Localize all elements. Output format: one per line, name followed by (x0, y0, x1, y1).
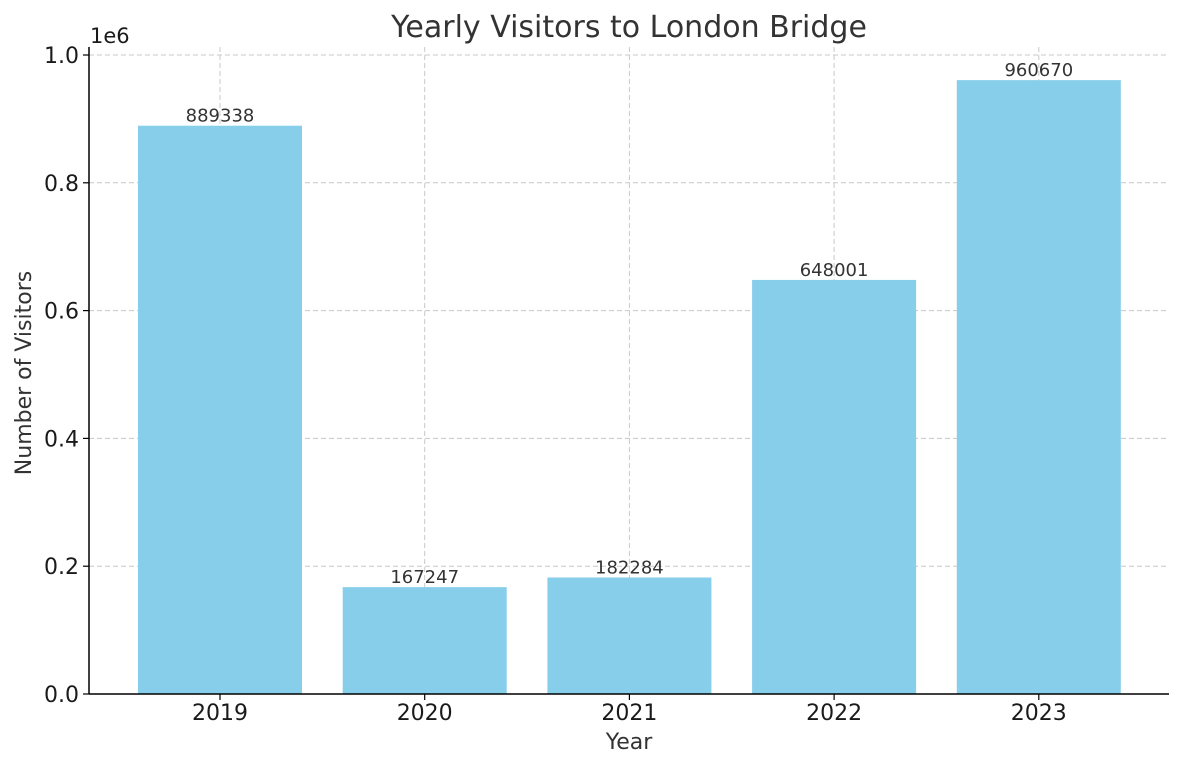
y-tick-label: 0.6 (44, 300, 79, 325)
bar-2021 (547, 577, 712, 694)
y-tick-label: 0.8 (44, 172, 79, 197)
y-axis-offset-label: 1e6 (90, 24, 130, 48)
chart-title: Yearly Visitors to London Bridge (390, 10, 867, 45)
data-labels-group: 889338 167247 182284 648001 960670 (186, 60, 1074, 588)
bar-2023 (956, 80, 1121, 695)
x-tick-label: 2022 (806, 701, 862, 726)
bar-2019 (138, 125, 302, 695)
y-tick-label: 0.2 (44, 555, 79, 580)
data-label-2019: 889338 (186, 106, 255, 127)
y-tick-label: 1.0 (44, 44, 79, 69)
x-tick-label: 2021 (601, 701, 657, 726)
data-label-2023: 960670 (1004, 60, 1073, 81)
bar-2020 (342, 587, 507, 694)
x-tick-label: 2023 (1011, 701, 1067, 726)
data-label-2022: 648001 (800, 260, 869, 281)
bars-group (138, 80, 1121, 695)
data-label-2021: 182284 (595, 558, 664, 579)
bar-2022 (752, 279, 917, 694)
data-label-2020: 167247 (390, 567, 459, 588)
x-tick-label: 2019 (192, 701, 248, 726)
ticks-group: 0.0 0.2 0.4 0.6 0.8 1.0 2019 2020 2021 2022 2023 (44, 44, 1067, 726)
y-axis-title: Number of Visitors (12, 271, 37, 475)
y-tick-label: 0.4 (44, 427, 79, 452)
y-tick-label: 0.0 (44, 683, 79, 708)
x-axis-title: Year (605, 730, 654, 755)
x-tick-label: 2020 (397, 701, 453, 726)
